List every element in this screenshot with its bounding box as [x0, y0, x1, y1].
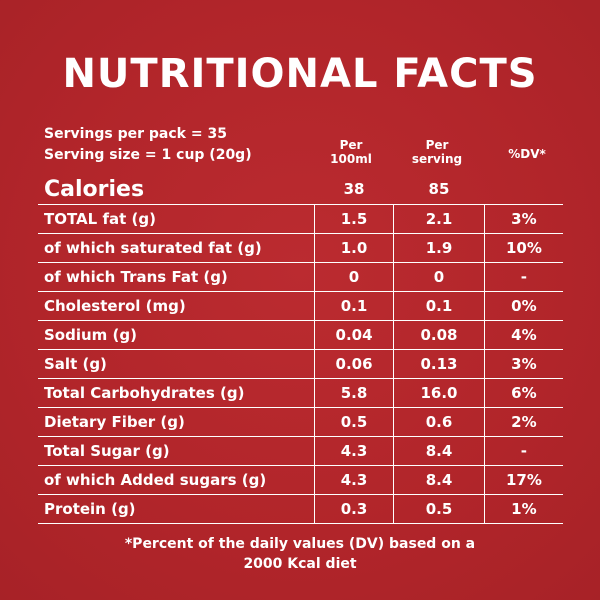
value-dv: - — [483, 262, 563, 292]
nutrient-label: Cholesterol (mg) — [38, 291, 315, 321]
value-dv: 1% — [483, 494, 563, 524]
nutrient-row: of which saturated fat (g) 1.0 1.9 10% — [38, 233, 563, 263]
page-title: NUTRITIONAL FACTS — [62, 51, 538, 97]
calories-label: Calories — [44, 176, 145, 202]
servings-per-pack: Servings per pack = 35 — [44, 126, 227, 142]
footnote-line: *Percent of the daily values (DV) based … — [124, 536, 476, 552]
column-header-per-100ml: Per 100ml — [314, 138, 388, 166]
column-header-line: 100ml — [330, 152, 372, 166]
value-dv: 2% — [483, 407, 563, 437]
nutrient-label: of which Added sugars (g) — [38, 465, 315, 495]
nutrient-row: Cholesterol (mg) 0.1 0.1 0% — [38, 291, 563, 321]
value-per-serving: 2.1 — [393, 204, 485, 234]
column-header-line: serving — [411, 152, 463, 166]
value-per-serving: 8.4 — [393, 465, 485, 495]
value-per-100ml: 0 — [313, 262, 394, 292]
value-dv: 0% — [483, 291, 563, 321]
nutrient-label: Protein (g) — [38, 494, 315, 524]
nutrient-label: Total Carbohydrates (g) — [38, 378, 315, 408]
column-header-line: Per — [339, 138, 363, 152]
nutrient-row: Total Sugar (g) 4.3 8.4- — [38, 436, 563, 466]
value-per-100ml: 5.8 — [313, 378, 394, 408]
value-dv: - — [483, 436, 563, 466]
value-per-100ml: 4.3 — [313, 465, 394, 495]
footnote: *Percent of the daily values (DV) based … — [0, 534, 600, 574]
value-per-serving: 0.13 — [393, 349, 485, 379]
value-per-serving: 16.0 — [393, 378, 485, 408]
nutrient-row: of which Trans Fat (g) 0 0- — [38, 262, 563, 292]
value-per-100ml: 1.0 — [313, 233, 394, 263]
calories-per-serving: 85 — [428, 180, 450, 198]
value-dv: 4% — [483, 320, 563, 350]
value-per-100ml: 0.06 — [313, 349, 394, 379]
value-per-100ml: 0.5 — [313, 407, 394, 437]
value-dv: 17% — [483, 465, 563, 495]
nutrient-row: Total Carbohydrates (g) 5.8 16.0 6% — [38, 378, 563, 408]
column-header-dv: %DV* — [508, 147, 546, 161]
value-per-serving: 0.5 — [393, 494, 485, 524]
value-dv: 10% — [483, 233, 563, 263]
nutrient-label: Sodium (g) — [38, 320, 315, 350]
value-per-100ml: 4.3 — [313, 436, 394, 466]
calories-dv — [484, 174, 563, 205]
value-per-100ml: 0.1 — [313, 291, 394, 321]
serving-size: Serving size = 1 cup (20g) — [44, 147, 252, 163]
value-per-serving: 0.6 — [393, 407, 485, 437]
value-dv: 3% — [483, 204, 563, 234]
value-per-serving: 0.1 — [393, 291, 485, 321]
nutrient-row: Dietary Fiber (g) 0.5 0.6 2% — [38, 407, 563, 437]
serving-info: Servings per pack = 35 Serving size = 1 … — [44, 124, 252, 166]
footnote-line: 2000 Kcal diet — [243, 556, 357, 572]
value-per-100ml: 0.3 — [313, 494, 394, 524]
nutrient-label: Dietary Fiber (g) — [38, 407, 315, 437]
column-header-line: Per — [425, 138, 449, 152]
value-per-serving: 0 — [393, 262, 485, 292]
nutrient-row: Salt (g) 0.06 0.13 3% — [38, 349, 563, 379]
value-per-serving: 1.9 — [393, 233, 485, 263]
column-header-per-serving: Per serving — [395, 138, 479, 166]
nutrient-row: TOTAL fat (g) 1.5 2.1 3% — [38, 204, 563, 234]
nutrient-row: Protein (g) 0.3 0.5 1% — [38, 494, 563, 524]
value-per-serving: 0.08 — [393, 320, 485, 350]
nutrition-table: Calories 38 85 TOTAL fat (g) 1.5 2.1 3% of w… — [38, 174, 563, 524]
nutrient-label: TOTAL fat (g) — [38, 204, 315, 234]
nutrient-label: Salt (g) — [38, 349, 315, 379]
nutrient-row: Sodium (g) 0.04 0.08 4% — [38, 320, 563, 350]
nutrient-label: of which Trans Fat (g) — [38, 262, 315, 292]
value-per-100ml: 1.5 — [313, 204, 394, 234]
calories-per-100ml: 38 — [343, 180, 365, 198]
calories-row: Calories 38 85 — [38, 174, 563, 205]
nutrient-label: of which saturated fat (g) — [38, 233, 315, 263]
value-per-100ml: 0.04 — [313, 320, 394, 350]
value-per-serving: 8.4 — [393, 436, 485, 466]
nutrient-row: of which Added sugars (g) 4.3 8.4 17% — [38, 465, 563, 495]
nutrient-label: Total Sugar (g) — [38, 436, 315, 466]
value-dv: 3% — [483, 349, 563, 379]
value-dv: 6% — [483, 378, 563, 408]
